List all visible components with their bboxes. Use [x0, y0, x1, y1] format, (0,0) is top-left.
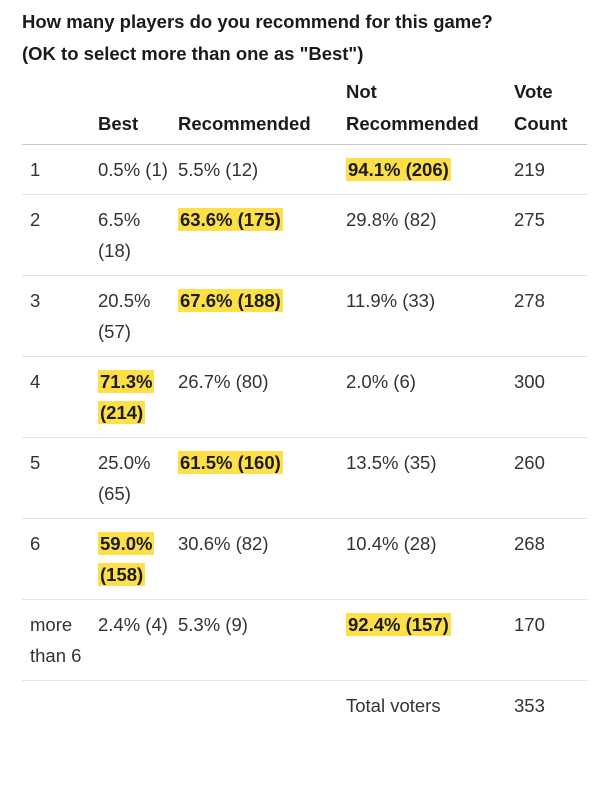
players-value: more than 6: [30, 614, 82, 666]
cell-vote-count: 275: [506, 195, 587, 276]
recommended-value: 26.7% (80): [178, 371, 269, 392]
table-row: 4 71.3% (214) 26.7% (80) 2.0% (6) 300: [22, 357, 587, 438]
total-voters-label: Total voters: [346, 695, 441, 716]
cell-empty: [22, 681, 90, 731]
poll-results-table: Best Recommended Not Recommended Vote Co…: [22, 76, 587, 730]
cell-players: 3: [22, 276, 90, 357]
cell-players: 6: [22, 519, 90, 600]
poll-title: How many players do you recommend for th…: [22, 6, 607, 70]
table-row: more than 6 2.4% (4) 5.3% (9) 92.4% (157…: [22, 600, 587, 681]
cell-not-recommended: 29.8% (82): [338, 195, 506, 276]
cell-vote-count: 219: [506, 145, 587, 195]
cell-recommended: 26.7% (80): [170, 357, 338, 438]
header-players: [22, 76, 90, 145]
not-recommended-value: 11.9% (33): [346, 290, 436, 311]
header-best: Best: [98, 113, 139, 134]
poll-title-line2: (OK to select more than one as "Best"): [22, 43, 364, 64]
recommended-value: 5.3% (9): [178, 614, 248, 635]
cell-empty: [90, 681, 170, 731]
cell-not-recommended: 92.4% (157): [338, 600, 506, 681]
recommended-value: 30.6% (82): [178, 533, 269, 554]
not-recommended-value: 29.8% (82): [346, 209, 437, 230]
players-value: 1: [30, 159, 41, 180]
best-value: 2.4% (4): [98, 614, 168, 635]
header-vote-count: Vote Count: [514, 81, 568, 134]
cell-vote-count: 268: [506, 519, 587, 600]
table-row: 2 6.5% (18) 63.6% (175) 29.8% (82) 275: [22, 195, 587, 276]
best-value: 25.0% (65): [98, 452, 151, 504]
not-recommended-value: 13.5% (35): [346, 452, 437, 473]
not-recommended-value: 92.4% (157): [346, 613, 451, 636]
cell-empty: [170, 681, 338, 731]
cell-best: 6.5% (18): [90, 195, 170, 276]
header-recommended: Recommended: [178, 113, 311, 134]
vote-count-value: 300: [514, 371, 545, 392]
not-recommended-value: 10.4% (28): [346, 533, 437, 554]
cell-best: 20.5% (57): [90, 276, 170, 357]
poll-title-line1: How many players do you recommend for th…: [22, 11, 493, 32]
cell-best: 0.5% (1): [90, 145, 170, 195]
table-row: 5 25.0% (65) 61.5% (160) 13.5% (35) 260: [22, 438, 587, 519]
cell-not-recommended: 2.0% (6): [338, 357, 506, 438]
not-recommended-value: 94.1% (206): [346, 158, 451, 181]
cell-best: 71.3% (214): [90, 357, 170, 438]
cell-players: 5: [22, 438, 90, 519]
table-row: 1 0.5% (1) 5.5% (12) 94.1% (206) 219: [22, 145, 587, 195]
not-recommended-value: 2.0% (6): [346, 371, 416, 392]
recommended-value: 67.6% (188): [178, 289, 283, 312]
cell-players: 4: [22, 357, 90, 438]
cell-recommended: 61.5% (160): [170, 438, 338, 519]
players-value: 2: [30, 209, 41, 230]
cell-recommended: 63.6% (175): [170, 195, 338, 276]
vote-count-value: 278: [514, 290, 545, 311]
best-value: 59.0% (158): [98, 532, 155, 586]
players-value: 3: [30, 290, 41, 311]
cell-not-recommended: 11.9% (33): [338, 276, 506, 357]
cell-best: 59.0% (158): [90, 519, 170, 600]
cell-players: 1: [22, 145, 90, 195]
best-value: 6.5% (18): [98, 209, 141, 261]
cell-vote-count: 260: [506, 438, 587, 519]
cell-vote-count: 170: [506, 600, 587, 681]
players-value: 5: [30, 452, 41, 473]
cell-not-recommended: 94.1% (206): [338, 145, 506, 195]
vote-count-value: 260: [514, 452, 545, 473]
cell-best: 25.0% (65): [90, 438, 170, 519]
cell-recommended: 30.6% (82): [170, 519, 338, 600]
table-row: 3 20.5% (57) 67.6% (188) 11.9% (33) 278: [22, 276, 587, 357]
recommended-value: 5.5% (12): [178, 159, 259, 180]
cell-recommended: 5.5% (12): [170, 145, 338, 195]
cell-players: more than 6: [22, 600, 90, 681]
recommended-value: 61.5% (160): [178, 451, 283, 474]
total-row: Total voters 353: [22, 681, 587, 731]
vote-count-value: 170: [514, 614, 545, 635]
cell-recommended: 67.6% (188): [170, 276, 338, 357]
cell-vote-count: 300: [506, 357, 587, 438]
players-value: 4: [30, 371, 41, 392]
player-count-poll: How many players do you recommend for th…: [22, 6, 607, 730]
table-row: 6 59.0% (158) 30.6% (82) 10.4% (28) 268: [22, 519, 587, 600]
vote-count-value: 219: [514, 159, 545, 180]
best-value: 71.3% (214): [98, 370, 155, 424]
players-value: 6: [30, 533, 41, 554]
vote-count-value: 275: [514, 209, 545, 230]
recommended-value: 63.6% (175): [178, 208, 283, 231]
cell-not-recommended: 13.5% (35): [338, 438, 506, 519]
header-not-recommended: Not Recommended: [346, 81, 479, 134]
cell-vote-count: 278: [506, 276, 587, 357]
total-voters-value: 353: [514, 695, 545, 716]
cell-not-recommended: 10.4% (28): [338, 519, 506, 600]
best-value: 20.5% (57): [98, 290, 151, 342]
cell-recommended: 5.3% (9): [170, 600, 338, 681]
vote-count-value: 268: [514, 533, 545, 554]
cell-best: 2.4% (4): [90, 600, 170, 681]
cell-players: 2: [22, 195, 90, 276]
table-header-row: Best Recommended Not Recommended Vote Co…: [22, 76, 587, 145]
best-value: 0.5% (1): [98, 159, 168, 180]
